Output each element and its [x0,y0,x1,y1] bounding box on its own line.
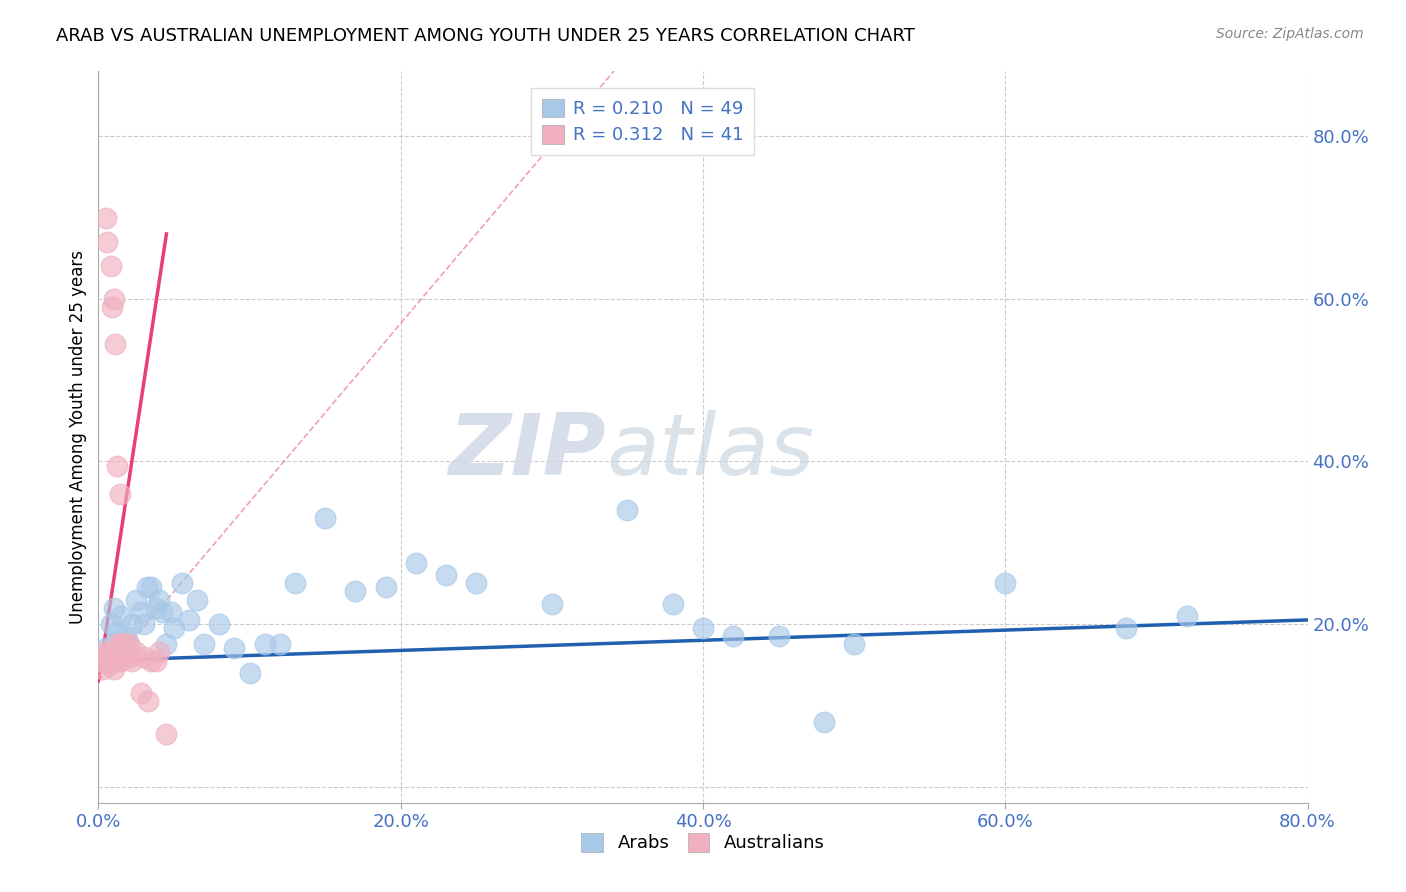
Point [105,654,128,668]
Point [111,645,134,659]
Point [94,211,117,225]
Point [121,617,143,632]
Point [103,662,125,676]
Point [768,629,790,643]
Legend: Arabs, Australians: Arabs, Australians [574,826,832,860]
Point [132,649,155,664]
Point [141,581,163,595]
Point [148,592,170,607]
Point [994,576,1017,591]
Point [193,637,215,651]
Text: Source: ZipAtlas.com: Source: ZipAtlas.com [1216,27,1364,41]
Point [150,605,173,619]
Point [540,597,562,611]
Point [170,576,193,591]
Point [107,654,129,668]
Point [1115,621,1137,635]
Point [163,621,186,635]
Point [101,649,124,664]
Point [374,581,396,595]
Point [208,617,231,632]
Point [284,576,307,591]
Point [108,649,131,664]
Point [269,637,291,651]
Point [103,292,125,306]
Point [103,637,125,651]
Point [103,600,125,615]
Point [661,597,683,611]
Point [135,581,157,595]
Y-axis label: Unemployment Among Youth under 25 years: Unemployment Among Youth under 25 years [69,250,87,624]
Point [93,645,115,659]
Point [616,503,638,517]
Point [107,637,129,651]
Point [105,458,128,473]
Text: ARAB VS AUSTRALIAN UNEMPLOYMENT AMONG YOUTH UNDER 25 YEARS CORRELATION CHART: ARAB VS AUSTRALIAN UNEMPLOYMENT AMONG YO… [56,27,915,45]
Point [344,584,367,599]
Point [155,637,177,651]
Point [813,714,835,729]
Point [110,654,132,668]
Point [125,645,148,659]
Point [1175,608,1198,623]
Point [98,654,121,668]
Point [145,600,167,615]
Point [114,645,136,659]
Point [692,621,714,635]
Point [129,686,152,700]
Point [723,629,745,643]
Point [132,617,155,632]
Point [314,511,336,525]
Point [100,654,122,668]
Point [108,487,131,501]
Point [90,654,112,668]
Point [121,654,143,668]
Point [186,592,208,607]
Point [118,637,141,651]
Point [145,654,167,668]
Point [104,645,127,659]
Point [110,637,132,651]
Point [94,641,117,656]
Point [465,576,488,591]
Point [155,727,177,741]
Point [141,654,163,668]
Point [100,260,122,274]
Point [434,568,457,582]
Point [105,625,128,640]
Point [100,617,122,632]
Point [115,645,138,659]
Point [96,654,118,668]
Point [103,645,125,659]
Point [104,336,127,351]
Point [118,637,141,651]
Point [112,637,135,651]
Point [224,641,246,656]
Point [125,592,148,607]
Point [98,657,121,672]
Point [96,235,118,249]
Text: atlas: atlas [606,410,814,493]
Point [148,645,170,659]
Point [114,629,136,643]
Point [253,637,276,651]
Point [844,637,866,651]
Text: ZIP: ZIP [449,410,606,493]
Point [98,645,121,659]
Point [101,300,124,314]
Point [160,605,183,619]
Point [120,649,142,664]
Point [107,654,129,668]
Point [179,613,201,627]
Point [91,662,114,676]
Point [239,665,262,680]
Point [129,605,152,619]
Point [111,637,134,651]
Point [405,556,427,570]
Point [136,694,159,708]
Point [110,608,132,623]
